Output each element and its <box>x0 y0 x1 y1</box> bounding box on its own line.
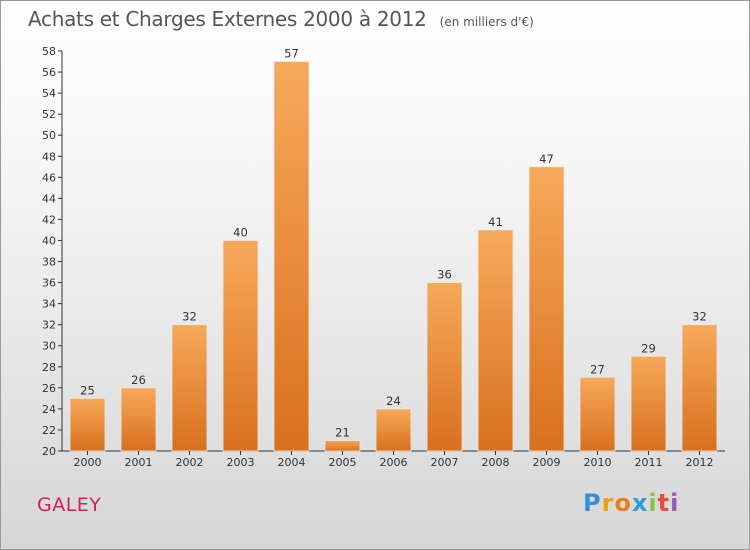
x-tick-label: 2006 <box>380 456 408 469</box>
x-tick-label: 2005 <box>329 456 357 469</box>
y-tick-label: 38 <box>42 256 56 269</box>
y-tick-label: 50 <box>42 129 56 142</box>
bar <box>375 408 412 452</box>
x-tick-label: 2003 <box>227 456 255 469</box>
y-tick-label: 32 <box>42 319 56 332</box>
bar <box>477 229 514 452</box>
x-tick-label: 2008 <box>482 456 510 469</box>
x-tick-label: 2010 <box>584 456 612 469</box>
bar-value-label: 26 <box>131 373 146 387</box>
bar-value-label: 57 <box>284 47 299 61</box>
bar <box>324 440 361 452</box>
x-tick-label: 2007 <box>431 456 459 469</box>
x-tick-label: 2009 <box>533 456 561 469</box>
bar <box>426 282 463 452</box>
y-tick-label: 56 <box>42 66 56 79</box>
x-tick-label: 2004 <box>278 456 306 469</box>
x-tick-label: 2001 <box>125 456 153 469</box>
bar <box>171 324 208 452</box>
logo-letter: x <box>631 489 649 517</box>
y-tick-label: 20 <box>42 445 56 458</box>
y-tick-label: 36 <box>42 277 56 290</box>
bar <box>630 355 667 452</box>
x-tick-label: 2011 <box>635 456 663 469</box>
y-tick-label: 52 <box>42 108 56 121</box>
y-tick-label: 30 <box>42 340 56 353</box>
x-tick-label: 2012 <box>686 456 714 469</box>
x-tick-label: 2000 <box>74 456 102 469</box>
bar-value-label: 27 <box>590 362 605 376</box>
y-tick-label: 26 <box>42 382 56 395</box>
place-name: GALEY <box>37 494 102 516</box>
unit-label: (en milliers d'€) <box>439 15 534 29</box>
y-tick-label: 22 <box>42 424 56 437</box>
bar-value-label: 32 <box>692 310 707 324</box>
bar <box>69 397 106 452</box>
y-tick-label: 28 <box>42 361 56 374</box>
x-tick-label: 2002 <box>176 456 204 469</box>
bar-value-label: 41 <box>488 215 503 229</box>
bar <box>120 387 157 452</box>
logo-letter: i <box>670 489 680 517</box>
logo-letter: t <box>657 489 671 517</box>
y-tick-label: 48 <box>42 150 56 163</box>
proxiti-logo: Proxiti <box>583 489 679 517</box>
bar <box>528 166 565 452</box>
logo-letter: o <box>614 489 632 517</box>
bar-value-label: 24 <box>386 394 401 408</box>
bar <box>222 240 259 452</box>
chart-title: Achats et Charges Externes 2000 à 2012 <box>28 7 427 31</box>
bar <box>579 376 616 452</box>
bar <box>681 324 718 452</box>
y-tick-label: 58 <box>42 45 56 58</box>
bar-value-label: 21 <box>335 426 350 440</box>
logo-letter: i <box>648 489 658 517</box>
bar-value-label: 32 <box>182 310 197 324</box>
chart-title-block: Achats et Charges Externes 2000 à 2012 (… <box>28 7 534 31</box>
bar-value-label: 25 <box>80 383 95 397</box>
logo-letter: r <box>601 489 615 517</box>
y-tick-label: 34 <box>42 298 56 311</box>
bar-value-label: 47 <box>539 152 554 166</box>
bar-value-label: 29 <box>641 341 656 355</box>
y-tick-label: 42 <box>42 213 56 226</box>
y-tick-label: 54 <box>42 87 56 100</box>
logo-letter: P <box>583 489 602 517</box>
y-tick-label: 24 <box>42 403 56 416</box>
bar <box>273 61 310 452</box>
bar-value-label: 36 <box>437 268 452 282</box>
y-tick-label: 46 <box>42 171 56 184</box>
y-tick-label: 40 <box>42 234 56 247</box>
y-tick-label: 44 <box>42 192 56 205</box>
bar-value-label: 40 <box>233 226 248 240</box>
